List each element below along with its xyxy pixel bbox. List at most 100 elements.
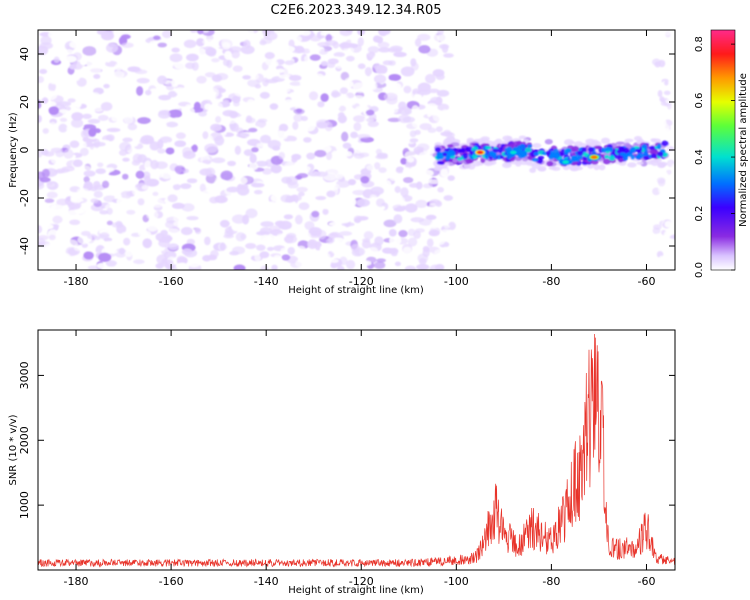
noise-blob — [277, 36, 288, 44]
noise-blob — [402, 116, 416, 123]
noise-blob — [667, 238, 675, 244]
noise-blob — [96, 45, 104, 54]
signal-blob — [477, 138, 485, 143]
noise-blob — [229, 110, 238, 119]
noise-blob — [73, 71, 81, 81]
noise-blob — [144, 138, 155, 144]
snr-axes: -180 -160 -140 -120 -100 -80 -60 1000 2000 3000 — [18, 330, 675, 588]
signal-blob — [608, 155, 616, 161]
noise-blob — [417, 109, 425, 118]
noise-blob — [654, 61, 661, 68]
noise-blob — [663, 230, 671, 239]
colorbar-tick-label: 0.6 — [694, 93, 705, 109]
noise-blob — [422, 183, 433, 189]
signal-blob — [651, 138, 661, 143]
x-tick-label: -140 — [254, 275, 279, 288]
noise-blob — [373, 74, 387, 84]
noise-blob — [164, 259, 174, 265]
noise-blob — [106, 30, 114, 38]
noise-blob — [393, 214, 403, 224]
noise-blob — [186, 53, 199, 62]
noise-blob — [259, 105, 270, 115]
noise-blob — [654, 233, 664, 241]
noise-blob — [186, 178, 198, 184]
y-tick: 40 — [18, 47, 675, 61]
noise-blob — [245, 208, 258, 219]
noise-blob — [351, 162, 359, 170]
noise-blob — [352, 189, 366, 196]
noise-blob — [370, 186, 384, 196]
noise-blob — [97, 114, 109, 121]
noise-blob — [510, 107, 515, 113]
noise-blob — [418, 218, 433, 226]
noise-blob — [416, 263, 430, 270]
noise-blob — [227, 160, 237, 167]
noise-blob — [69, 140, 80, 148]
signal-blob — [641, 152, 649, 157]
noise-blob — [315, 195, 327, 201]
y-tick: -20 — [18, 189, 675, 207]
noise-blob — [211, 157, 226, 164]
noise-blob — [262, 168, 272, 175]
signal-blob — [632, 143, 640, 147]
x-tick: -60 — [637, 330, 655, 588]
noise-blob — [106, 127, 121, 133]
signal-blob — [529, 167, 537, 173]
noise-blob — [219, 219, 230, 228]
noise-blob — [426, 103, 437, 108]
noise-blob — [398, 101, 407, 111]
noise-blob — [314, 115, 328, 121]
noise-blob — [101, 190, 115, 196]
noise-blob — [403, 246, 412, 253]
x-tick-label: -80 — [542, 275, 560, 288]
y-tick-label: 3000 — [18, 361, 31, 389]
noise-blob — [321, 136, 328, 146]
noise-blob — [234, 89, 245, 97]
noise-blob — [307, 230, 322, 239]
noise-blob — [278, 74, 292, 79]
noise-blob — [388, 139, 397, 149]
heatmap-panel: -180 -160 -140 -120 -100 -80 -60 -40 -20 0 20 40 He… — [8, 29, 676, 296]
noise-blob — [382, 247, 394, 254]
noise-blob — [142, 128, 150, 136]
noise-blob — [44, 243, 57, 249]
noise-blob — [368, 94, 376, 101]
signal-blob — [602, 158, 611, 165]
noise-blob — [173, 215, 181, 222]
noise-blob — [405, 92, 414, 101]
noise-blob — [277, 88, 291, 93]
colorbar-tick: 0.4 — [694, 149, 735, 165]
noise-blob — [64, 55, 77, 63]
noise-blob — [417, 253, 429, 263]
noise-blob — [282, 99, 296, 106]
noise-blob — [353, 122, 362, 132]
noise-blob — [436, 89, 450, 97]
noise-blob — [308, 45, 322, 54]
noise-blob — [38, 75, 45, 84]
noise-blob — [664, 30, 672, 36]
noise-blob — [419, 123, 432, 131]
signal-blob — [548, 166, 557, 170]
noise-blob — [113, 70, 125, 79]
noise-blob — [389, 125, 403, 132]
noise-blob — [81, 230, 91, 237]
noise-blob — [415, 181, 423, 190]
noise-blob — [174, 165, 186, 173]
noise-blob — [289, 81, 303, 86]
noise-blob — [146, 210, 159, 220]
noise-blob — [47, 259, 58, 266]
noise-blob — [38, 181, 45, 190]
noise-blob — [144, 258, 152, 265]
noise-blob — [143, 105, 157, 113]
signal-blob — [484, 153, 489, 160]
noise-blob — [594, 61, 600, 65]
noise-blob — [262, 77, 269, 87]
noise-blob — [183, 39, 197, 49]
noise-blob — [93, 74, 101, 80]
y-tick: -40 — [18, 237, 675, 255]
snr-plot-area — [38, 333, 675, 568]
noise-blob — [399, 197, 406, 207]
noise-blob — [62, 178, 75, 184]
noise-blob — [101, 75, 110, 84]
noise-blob — [657, 90, 663, 98]
